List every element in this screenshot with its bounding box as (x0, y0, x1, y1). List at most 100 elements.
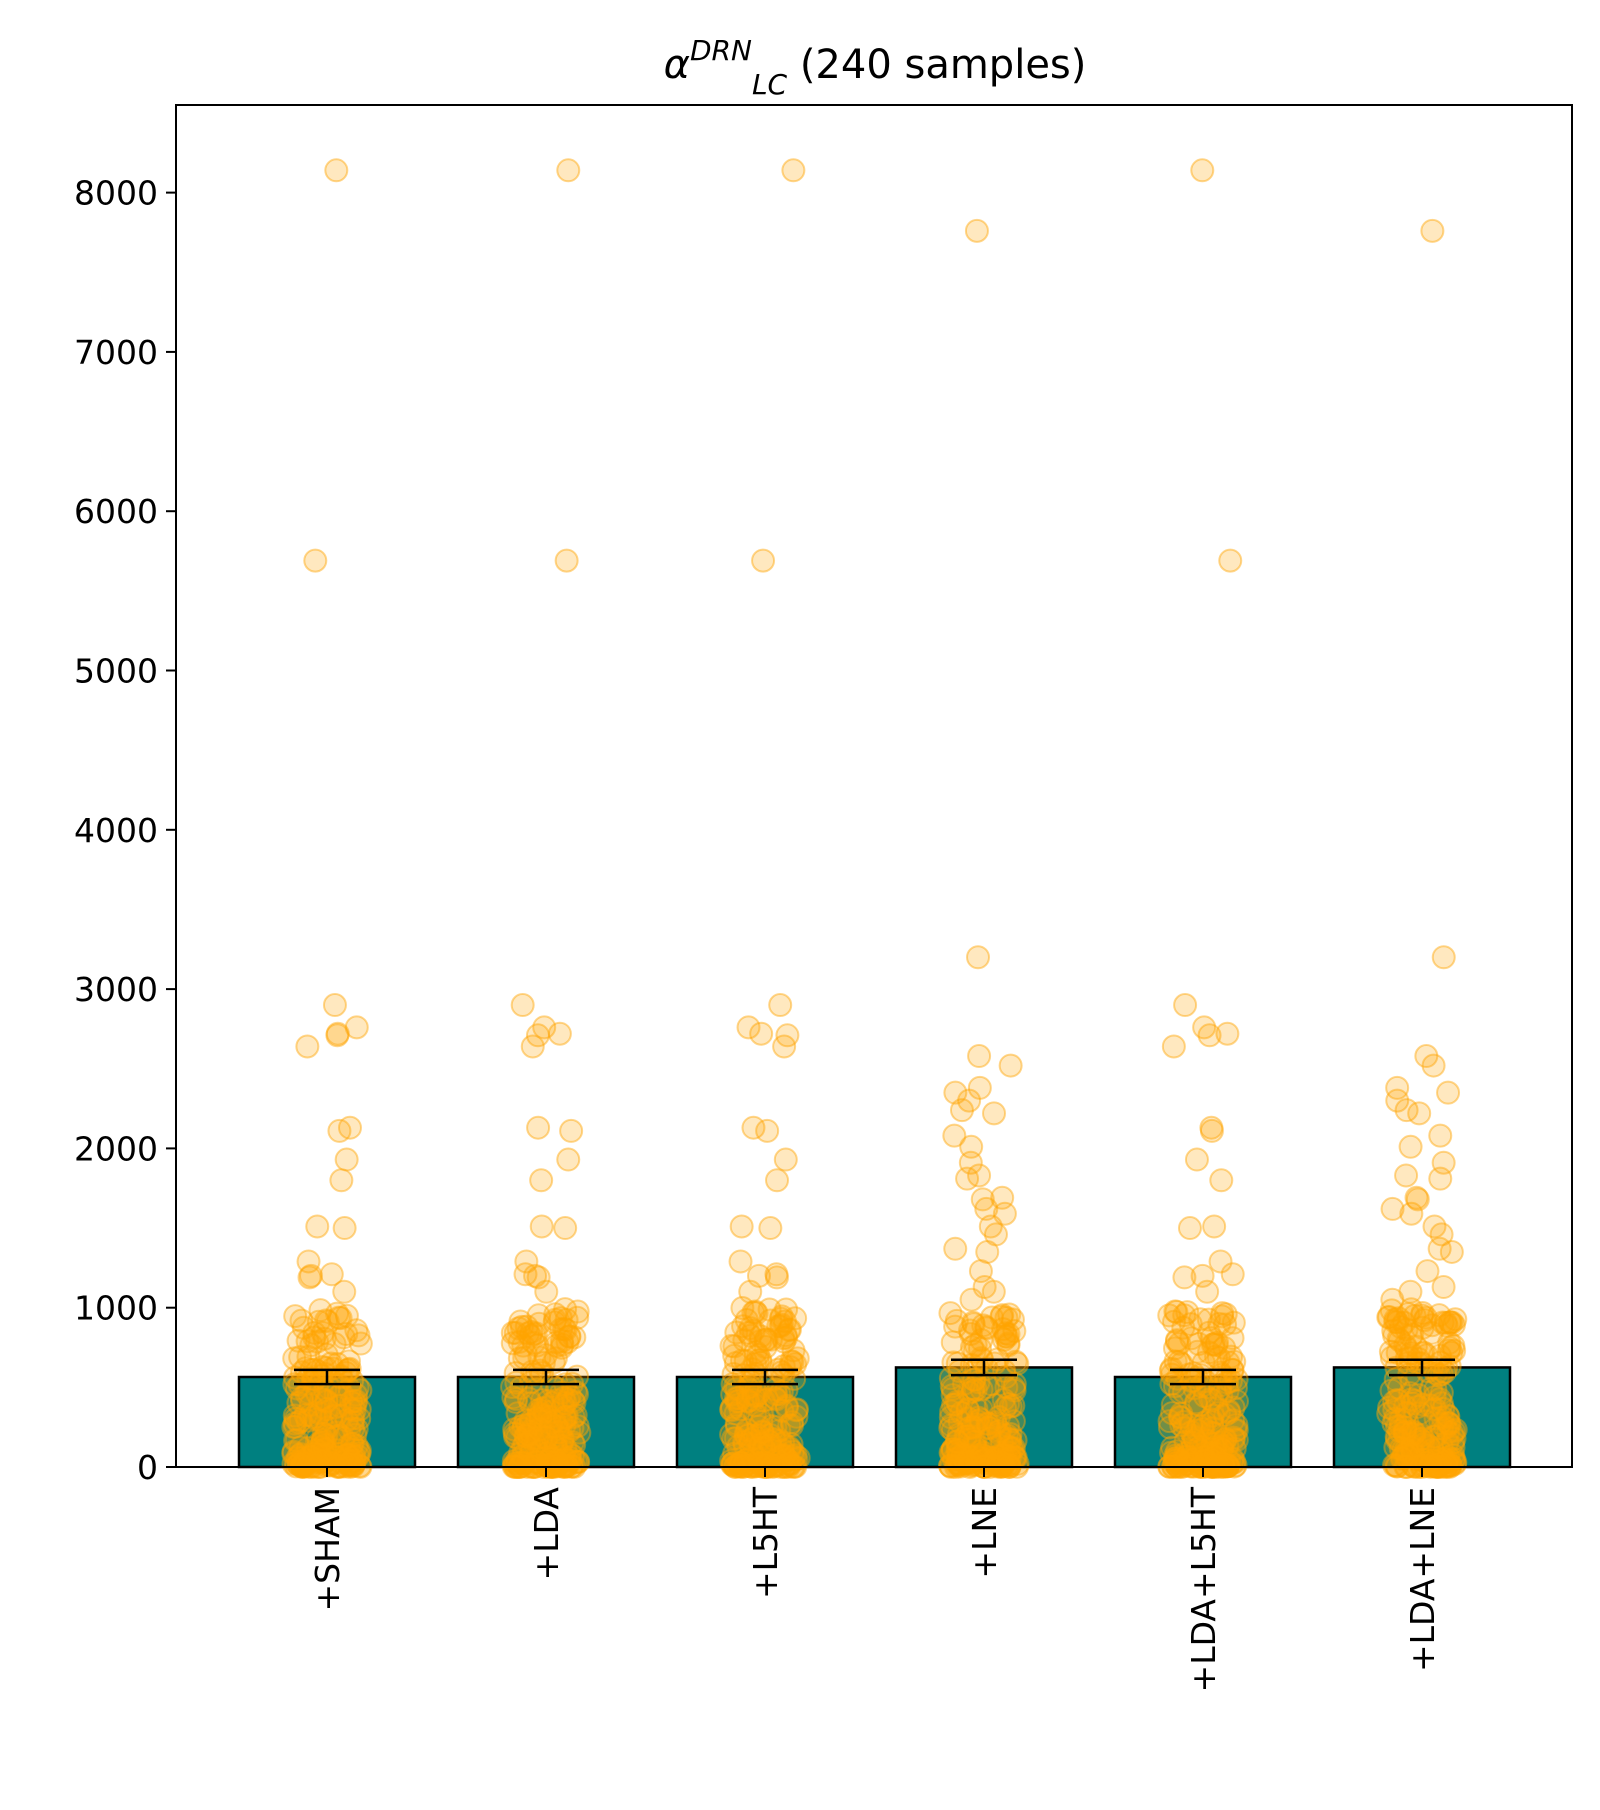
data-point (1381, 1318, 1406, 1343)
data-point (940, 1330, 965, 1355)
data-point (1001, 1436, 1026, 1461)
data-point (552, 1413, 577, 1438)
error-bars (294, 1358, 1455, 1386)
data-point (755, 1118, 780, 1143)
data-point (746, 1423, 771, 1448)
data-point (1395, 1410, 1420, 1435)
data-point (1411, 1426, 1436, 1451)
data-point (719, 1422, 744, 1447)
data-point (1400, 1322, 1425, 1347)
data-point (314, 1423, 339, 1448)
data-point (1443, 1450, 1468, 1475)
data-point (1437, 1330, 1462, 1355)
data-point (553, 1436, 578, 1461)
data-point (989, 1304, 1014, 1329)
data-point (1385, 1075, 1410, 1100)
data-point (994, 1423, 1019, 1448)
data-point (509, 1314, 534, 1339)
data-point (994, 1305, 1019, 1330)
data-point (305, 1329, 330, 1354)
data-point (546, 1451, 571, 1476)
data-point (1436, 1080, 1461, 1105)
data-point (1428, 1451, 1453, 1476)
title-suffix: (240 samples) (787, 42, 1086, 88)
data-point (1405, 1438, 1430, 1463)
data-point (986, 1452, 1011, 1477)
data-point (957, 1451, 982, 1476)
y-tick-label: 5000 (74, 652, 158, 691)
data-point (289, 1386, 314, 1411)
data-point (325, 1023, 350, 1048)
data-point (1388, 1407, 1413, 1432)
data-point (941, 1447, 966, 1472)
data-point (1376, 1401, 1401, 1426)
data-point (547, 1021, 572, 1046)
data-point (1377, 1395, 1402, 1420)
data-point (961, 1415, 986, 1440)
data-point (507, 1329, 532, 1354)
data-point (1216, 1350, 1241, 1375)
data-point (757, 1429, 782, 1454)
data-point (1431, 945, 1456, 970)
data-point (746, 1263, 771, 1288)
data-point (939, 1413, 964, 1438)
data-point (747, 1380, 772, 1405)
data-point (506, 1316, 531, 1341)
data-point (1185, 1418, 1210, 1443)
data-point (1437, 1310, 1462, 1335)
data-point (1386, 1375, 1411, 1400)
data-point (549, 1317, 574, 1342)
data-point (517, 1422, 542, 1447)
data-point (542, 1450, 567, 1475)
data-point (1439, 1239, 1464, 1264)
data-point (1204, 1453, 1229, 1478)
data-point (291, 1315, 316, 1340)
data-point (1398, 1279, 1423, 1304)
data-point (339, 1390, 364, 1415)
data-point (1394, 1098, 1419, 1123)
data-point (755, 1428, 780, 1453)
data-point (771, 1431, 796, 1456)
data-point (958, 1321, 983, 1346)
data-point (1376, 1305, 1401, 1330)
data-point (957, 1427, 982, 1452)
data-point (1193, 1440, 1218, 1465)
data-point (1416, 1433, 1441, 1458)
data-point (1384, 1355, 1409, 1380)
data-point (1405, 1447, 1430, 1472)
data-point (523, 1321, 548, 1346)
data-point (323, 1395, 348, 1420)
data-point (281, 1451, 306, 1476)
data-point (544, 1333, 569, 1358)
data-point (983, 1450, 1008, 1475)
data-point (290, 1445, 315, 1470)
data-point (746, 1414, 771, 1439)
data-point (1209, 1437, 1234, 1462)
data-point (774, 1297, 799, 1322)
data-point (1205, 1452, 1230, 1477)
data-point (1441, 1419, 1466, 1444)
data-point (996, 1413, 1021, 1438)
data-point (945, 1438, 970, 1463)
data-point (754, 1327, 779, 1352)
data-point (1385, 1310, 1410, 1335)
data-point (1442, 1426, 1467, 1451)
data-point (345, 1375, 370, 1400)
data-point (784, 1404, 809, 1429)
data-point (758, 1216, 783, 1241)
data-point (942, 1123, 967, 1148)
data-point (508, 1414, 533, 1439)
data-point (556, 158, 581, 183)
data-point (544, 1436, 569, 1461)
data-point (1223, 1453, 1248, 1478)
data-point (1430, 1446, 1455, 1471)
data-point (518, 1442, 543, 1467)
data-point (523, 1432, 548, 1457)
data-point (972, 1274, 997, 1299)
data-point (1411, 1432, 1436, 1457)
data-point (310, 1427, 335, 1452)
data-point (513, 1408, 538, 1433)
data-point (314, 1397, 339, 1422)
data-point (1424, 1361, 1449, 1386)
data-point (1193, 1410, 1218, 1435)
